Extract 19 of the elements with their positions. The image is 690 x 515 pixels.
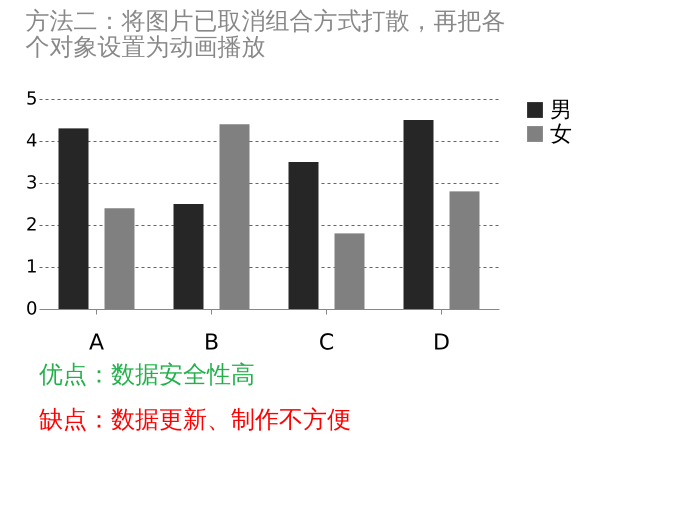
text: 优点：数据安全性高	[39, 360, 255, 388]
y-tick-label: 3	[26, 172, 38, 194]
bar	[58, 128, 88, 309]
x-tick-label: B	[204, 330, 220, 356]
legend-label: 男	[550, 98, 572, 123]
chart-title: 方法二：将图片已取消组合方式打散，再把各个对象设置为动画播放	[26, 7, 506, 61]
bar	[404, 120, 434, 309]
legend-label: 女	[550, 122, 572, 147]
bar	[174, 204, 204, 309]
x-tick-label: A	[88, 330, 104, 356]
y-tick-label: 4	[26, 130, 38, 152]
x-tick-label: D	[433, 330, 450, 356]
y-tick-label: 0	[26, 298, 38, 320]
bar	[288, 162, 318, 309]
y-tick-label: 5	[26, 88, 38, 110]
x-tick-label: C	[318, 330, 334, 356]
y-tick-label: 2	[26, 214, 38, 236]
text: 缺点：数据更新、制作不方便	[39, 406, 351, 434]
y-tick-label: 1	[26, 256, 38, 278]
